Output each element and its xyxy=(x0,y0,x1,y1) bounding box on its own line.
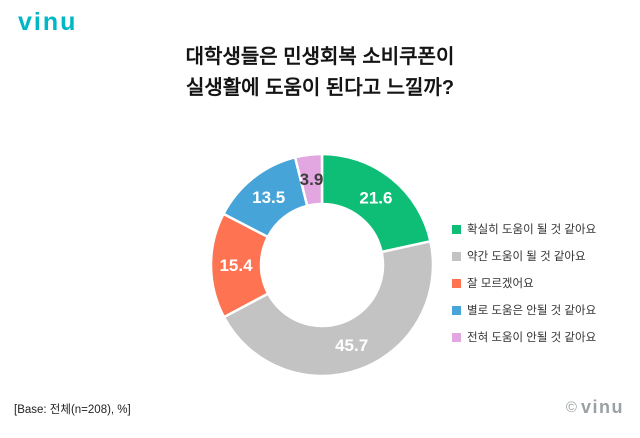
chart-title-line1: 대학생들은 민생회복 소비쿠폰이 xyxy=(185,46,455,68)
chart-title: 대학생들은 민생회복 소비쿠폰이 실생활에 도움이 된다고 느낄까? xyxy=(0,42,640,104)
legend-swatch xyxy=(452,224,461,234)
legend-label: 별로 도움은 안될 것 같아요 xyxy=(467,305,597,317)
slice-value-label: 15.4 xyxy=(219,256,253,275)
chart-title-line2: 실생활에 도움이 된다고 느낄까? xyxy=(185,77,455,99)
legend-swatch xyxy=(452,332,461,342)
base-note: [Base: 전체(n=208), %] xyxy=(14,404,131,416)
legend-item: 전혀 도움이 안될 것 같아요 xyxy=(452,329,596,345)
legend-item: 약간 도움이 될 것 같아요 xyxy=(452,248,596,264)
slice-value-label: 21.6 xyxy=(359,189,392,208)
copyright-icon: © xyxy=(565,399,577,416)
legend-label: 약간 도움이 될 것 같아요 xyxy=(467,251,586,263)
legend-label: 전혀 도움이 안될 것 같아요 xyxy=(467,332,597,344)
legend-item: 확실히 도움이 될 것 같아요 xyxy=(452,221,596,237)
legend-swatch xyxy=(452,251,461,261)
donut-segment xyxy=(222,240,435,378)
legend-item: 잘 모르겠어요 xyxy=(452,275,596,291)
copyright-logo-text: vinu xyxy=(580,397,624,417)
slice-value-label: 45.7 xyxy=(335,336,368,355)
slice-value-label: 3.9 xyxy=(300,170,324,189)
legend-swatch xyxy=(452,278,461,288)
slice-value-label: 13.5 xyxy=(252,188,285,207)
legend-label: 잘 모르겠어요 xyxy=(467,278,534,290)
legend-item: 별로 도움은 안될 것 같아요 xyxy=(452,302,596,318)
donut-segment xyxy=(293,152,324,208)
legend-swatch xyxy=(452,305,461,315)
vinu-logo: vinu xyxy=(18,8,78,36)
legend-label: 확실히 도움이 될 것 같아요 xyxy=(467,224,597,236)
copyright: © vinu xyxy=(566,397,624,418)
donut-segment xyxy=(320,152,432,254)
donut-chart: 21.6 45.7 15.4 13.5 3.9 xyxy=(209,152,435,378)
